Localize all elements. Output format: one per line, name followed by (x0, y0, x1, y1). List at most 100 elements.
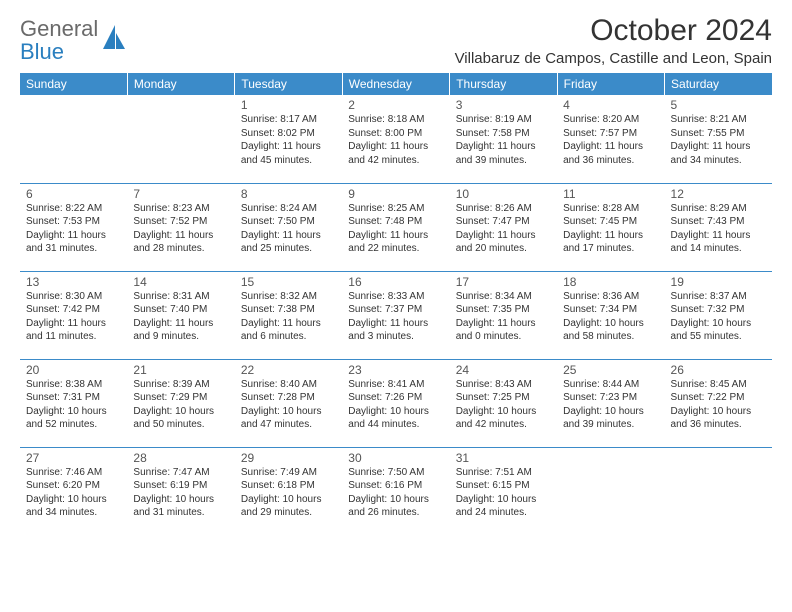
sunrise-line: Sunrise: 8:40 AM (241, 378, 336, 392)
day-details: Sunrise: 7:51 AMSunset: 6:15 PMDaylight:… (456, 466, 551, 520)
day-header: Friday (557, 73, 664, 95)
calendar-cell: 17Sunrise: 8:34 AMSunset: 7:35 PMDayligh… (450, 271, 557, 359)
sunrise-line: Sunrise: 8:37 AM (671, 290, 766, 304)
day-number: 20 (26, 363, 121, 377)
calendar-cell (20, 95, 127, 183)
sunrise-line: Sunrise: 8:31 AM (133, 290, 228, 304)
calendar-cell: 8Sunrise: 8:24 AMSunset: 7:50 PMDaylight… (235, 183, 342, 271)
sunset-line: Sunset: 7:57 PM (563, 127, 658, 141)
sunrise-line: Sunrise: 8:18 AM (348, 113, 443, 127)
calendar-cell: 20Sunrise: 8:38 AMSunset: 7:31 PMDayligh… (20, 359, 127, 447)
day-details: Sunrise: 8:31 AMSunset: 7:40 PMDaylight:… (133, 290, 228, 344)
calendar-cell: 13Sunrise: 8:30 AMSunset: 7:42 PMDayligh… (20, 271, 127, 359)
calendar-week-row: 6Sunrise: 8:22 AMSunset: 7:53 PMDaylight… (20, 183, 772, 271)
day-number: 21 (133, 363, 228, 377)
day-number: 19 (671, 275, 766, 289)
daylight-line: Daylight: 10 hours and 55 minutes. (671, 317, 766, 344)
sail-icon (101, 23, 127, 58)
sunrise-line: Sunrise: 8:36 AM (563, 290, 658, 304)
logo-text-gray: General (20, 16, 98, 41)
sunrise-line: Sunrise: 8:33 AM (348, 290, 443, 304)
sunset-line: Sunset: 6:15 PM (456, 479, 551, 493)
daylight-line: Daylight: 11 hours and 3 minutes. (348, 317, 443, 344)
sunrise-line: Sunrise: 8:22 AM (26, 202, 121, 216)
sunset-line: Sunset: 7:31 PM (26, 391, 121, 405)
calendar-cell (665, 447, 772, 535)
sunset-line: Sunset: 7:48 PM (348, 215, 443, 229)
daylight-line: Daylight: 10 hours and 44 minutes. (348, 405, 443, 432)
day-details: Sunrise: 8:41 AMSunset: 7:26 PMDaylight:… (348, 378, 443, 432)
sunset-line: Sunset: 7:34 PM (563, 303, 658, 317)
month-title: October 2024 (455, 14, 772, 48)
day-number: 7 (133, 187, 228, 201)
sunset-line: Sunset: 7:37 PM (348, 303, 443, 317)
sunset-line: Sunset: 7:52 PM (133, 215, 228, 229)
sunrise-line: Sunrise: 8:30 AM (26, 290, 121, 304)
day-details: Sunrise: 8:24 AMSunset: 7:50 PMDaylight:… (241, 202, 336, 256)
day-details: Sunrise: 7:49 AMSunset: 6:18 PMDaylight:… (241, 466, 336, 520)
sunrise-line: Sunrise: 8:23 AM (133, 202, 228, 216)
calendar-week-row: 1Sunrise: 8:17 AMSunset: 8:02 PMDaylight… (20, 95, 772, 183)
sunset-line: Sunset: 8:02 PM (241, 127, 336, 141)
calendar-cell: 10Sunrise: 8:26 AMSunset: 7:47 PMDayligh… (450, 183, 557, 271)
calendar-cell: 27Sunrise: 7:46 AMSunset: 6:20 PMDayligh… (20, 447, 127, 535)
sunset-line: Sunset: 7:43 PM (671, 215, 766, 229)
logo: General Blue (20, 18, 127, 64)
day-details: Sunrise: 8:18 AMSunset: 8:00 PMDaylight:… (348, 113, 443, 167)
sunrise-line: Sunrise: 8:41 AM (348, 378, 443, 392)
sunrise-line: Sunrise: 7:51 AM (456, 466, 551, 480)
daylight-line: Daylight: 10 hours and 52 minutes. (26, 405, 121, 432)
daylight-line: Daylight: 11 hours and 28 minutes. (133, 229, 228, 256)
day-details: Sunrise: 8:28 AMSunset: 7:45 PMDaylight:… (563, 202, 658, 256)
calendar-cell: 19Sunrise: 8:37 AMSunset: 7:32 PMDayligh… (665, 271, 772, 359)
day-header: Tuesday (235, 73, 342, 95)
sunset-line: Sunset: 6:19 PM (133, 479, 228, 493)
day-number: 3 (456, 98, 551, 112)
sunrise-line: Sunrise: 8:26 AM (456, 202, 551, 216)
daylight-line: Daylight: 10 hours and 39 minutes. (563, 405, 658, 432)
day-details: Sunrise: 7:46 AMSunset: 6:20 PMDaylight:… (26, 466, 121, 520)
calendar-cell: 6Sunrise: 8:22 AMSunset: 7:53 PMDaylight… (20, 183, 127, 271)
sunrise-line: Sunrise: 8:25 AM (348, 202, 443, 216)
sunrise-line: Sunrise: 8:20 AM (563, 113, 658, 127)
day-number: 23 (348, 363, 443, 377)
sunrise-line: Sunrise: 8:43 AM (456, 378, 551, 392)
calendar-cell: 26Sunrise: 8:45 AMSunset: 7:22 PMDayligh… (665, 359, 772, 447)
day-number: 24 (456, 363, 551, 377)
sunset-line: Sunset: 8:00 PM (348, 127, 443, 141)
sunrise-line: Sunrise: 8:45 AM (671, 378, 766, 392)
calendar-cell: 21Sunrise: 8:39 AMSunset: 7:29 PMDayligh… (127, 359, 234, 447)
calendar-cell: 12Sunrise: 8:29 AMSunset: 7:43 PMDayligh… (665, 183, 772, 271)
day-details: Sunrise: 8:44 AMSunset: 7:23 PMDaylight:… (563, 378, 658, 432)
calendar-cell: 2Sunrise: 8:18 AMSunset: 8:00 PMDaylight… (342, 95, 449, 183)
sunrise-line: Sunrise: 7:47 AM (133, 466, 228, 480)
sunset-line: Sunset: 7:50 PM (241, 215, 336, 229)
day-number: 27 (26, 451, 121, 465)
sunrise-line: Sunrise: 8:39 AM (133, 378, 228, 392)
sunset-line: Sunset: 7:53 PM (26, 215, 121, 229)
day-number: 10 (456, 187, 551, 201)
day-details: Sunrise: 8:23 AMSunset: 7:52 PMDaylight:… (133, 202, 228, 256)
daylight-line: Daylight: 10 hours and 36 minutes. (671, 405, 766, 432)
sunset-line: Sunset: 6:20 PM (26, 479, 121, 493)
daylight-line: Daylight: 10 hours and 31 minutes. (133, 493, 228, 520)
daylight-line: Daylight: 10 hours and 42 minutes. (456, 405, 551, 432)
day-number: 26 (671, 363, 766, 377)
sunset-line: Sunset: 7:40 PM (133, 303, 228, 317)
daylight-line: Daylight: 11 hours and 6 minutes. (241, 317, 336, 344)
day-number: 12 (671, 187, 766, 201)
sunrise-line: Sunrise: 8:32 AM (241, 290, 336, 304)
day-number: 31 (456, 451, 551, 465)
daylight-line: Daylight: 11 hours and 42 minutes. (348, 140, 443, 167)
day-number: 8 (241, 187, 336, 201)
day-number: 17 (456, 275, 551, 289)
calendar-cell: 9Sunrise: 8:25 AMSunset: 7:48 PMDaylight… (342, 183, 449, 271)
day-details: Sunrise: 8:34 AMSunset: 7:35 PMDaylight:… (456, 290, 551, 344)
calendar-cell: 7Sunrise: 8:23 AMSunset: 7:52 PMDaylight… (127, 183, 234, 271)
calendar-cell: 15Sunrise: 8:32 AMSunset: 7:38 PMDayligh… (235, 271, 342, 359)
sunset-line: Sunset: 7:25 PM (456, 391, 551, 405)
daylight-line: Daylight: 11 hours and 39 minutes. (456, 140, 551, 167)
calendar-cell: 22Sunrise: 8:40 AMSunset: 7:28 PMDayligh… (235, 359, 342, 447)
sunrise-line: Sunrise: 8:38 AM (26, 378, 121, 392)
day-details: Sunrise: 8:38 AMSunset: 7:31 PMDaylight:… (26, 378, 121, 432)
